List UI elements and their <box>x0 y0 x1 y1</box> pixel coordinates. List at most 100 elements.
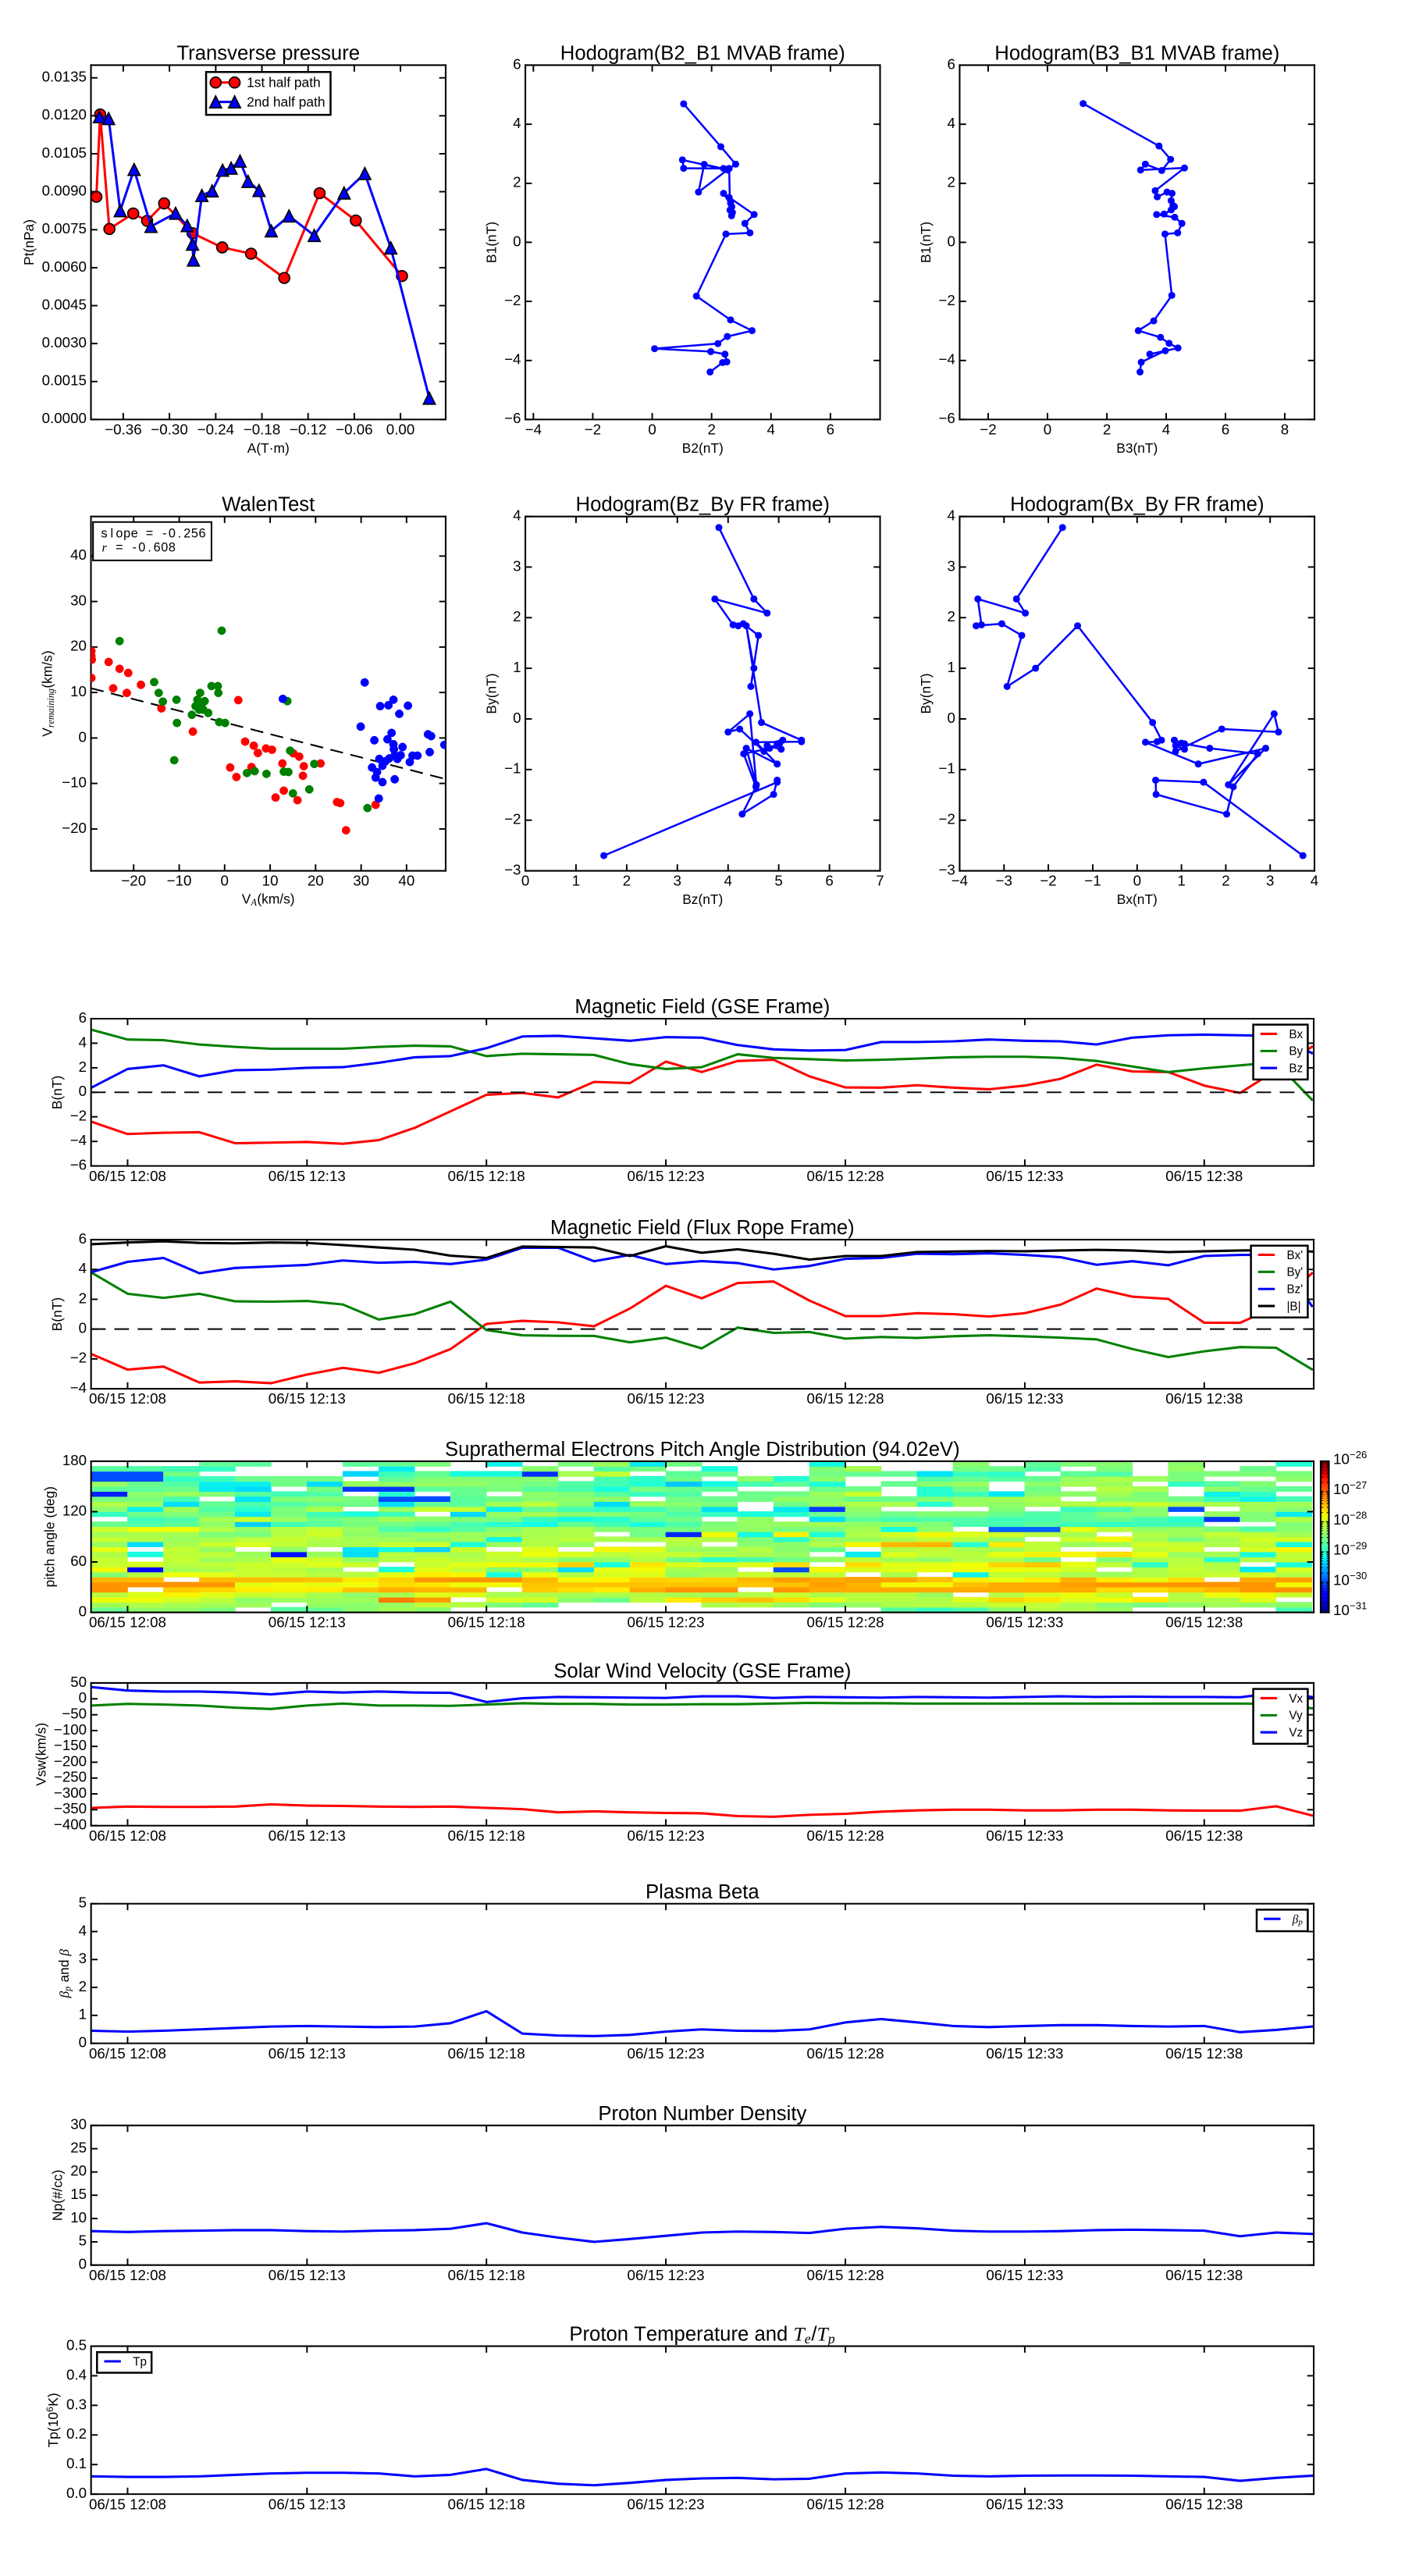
svg-text:0.0030: 0.0030 <box>42 334 87 350</box>
svg-text:06/15 12:28: 06/15 12:28 <box>807 1168 884 1184</box>
svg-text:06/15 12:08: 06/15 12:08 <box>89 2267 166 2283</box>
svg-text:−2: −2 <box>1040 873 1056 889</box>
svg-text:−1: −1 <box>504 760 521 777</box>
svg-text:06/15 12:18: 06/15 12:18 <box>448 2496 525 2512</box>
svg-text:06/15 12:28: 06/15 12:28 <box>807 1827 884 1844</box>
svg-text:10: 10 <box>70 2209 87 2226</box>
svg-text:0.0105: 0.0105 <box>42 144 87 161</box>
svg-text:06/15 12:23: 06/15 12:23 <box>628 1827 705 1844</box>
svg-text:0.0: 0.0 <box>66 2485 87 2501</box>
svg-text:s: s <box>101 526 108 540</box>
svg-text:0: 0 <box>79 1689 87 1706</box>
svg-text:1 0 −: 1 0 − 3 1 <box>1333 1594 1367 1619</box>
svg-text:06/15 12:08: 06/15 12:08 <box>89 2496 166 2512</box>
svg-text:0: 0 <box>79 1320 87 1336</box>
svg-text:6: 6 <box>79 1009 87 1026</box>
svg-text:06/15 12:38: 06/15 12:38 <box>1165 2496 1243 2512</box>
svg-text:06/15 12:38: 06/15 12:38 <box>1165 1614 1243 1631</box>
svg-text:06/15 12:13: 06/15 12:13 <box>269 1168 346 1184</box>
svg-text:−0.06: −0.06 <box>336 422 372 438</box>
svg-text:0: 0 <box>169 526 176 540</box>
svg-text:−250: −250 <box>54 1769 87 1785</box>
svg-text:Bz': Bz' <box>1286 1283 1303 1297</box>
svg-text:2: 2 <box>79 1059 87 1075</box>
svg-text:−0.30: −0.30 <box>151 422 187 438</box>
svg-text:pitch angle (deg): pitch angle (deg) <box>41 1486 57 1587</box>
svg-text:180: 180 <box>62 1452 87 1468</box>
svg-text:0: 0 <box>161 541 168 555</box>
svg-text:5: 5 <box>79 2233 87 2249</box>
svg-text:−200: −200 <box>54 1752 87 1769</box>
svg-text:60: 60 <box>70 1553 87 1569</box>
svg-text:06/15 12:33: 06/15 12:33 <box>986 2267 1063 2283</box>
svg-text:6: 6 <box>79 1230 87 1247</box>
svg-text:0.4: 0.4 <box>66 2366 87 2382</box>
svg-text:10: 10 <box>262 873 279 889</box>
svg-text:0: 0 <box>513 233 521 249</box>
svg-text:06/15 12:13: 06/15 12:13 <box>269 1827 346 1844</box>
svg-text:06/15 12:13: 06/15 12:13 <box>269 1614 346 1631</box>
svg-text:.: . <box>148 541 151 555</box>
svg-text:06/15 12:13: 06/15 12:13 <box>269 1390 346 1407</box>
svg-text:−4: −4 <box>504 351 521 368</box>
svg-text:Transverse pressure: Transverse pressure <box>176 43 360 65</box>
svg-text:2: 2 <box>1222 873 1229 889</box>
svg-text:Bx(nT): Bx(nT) <box>1117 891 1158 907</box>
svg-text:−350: −350 <box>54 1800 87 1816</box>
svg-text:06/15 12:18: 06/15 12:18 <box>448 2267 525 2283</box>
svg-text:T p ( 1: T p ( 1 0 K ) 6 <box>42 2388 62 2447</box>
svg-text:6: 6 <box>947 55 955 72</box>
svg-text:2: 2 <box>79 1290 87 1306</box>
svg-text:2: 2 <box>1103 422 1111 438</box>
svg-text:0.0060: 0.0060 <box>42 258 87 275</box>
svg-text:06/15 12:23: 06/15 12:23 <box>628 2496 705 2512</box>
svg-text:−2: −2 <box>938 292 955 308</box>
svg-text:r: r <box>101 540 107 554</box>
svg-text:Bx: Bx <box>1289 1028 1303 1041</box>
svg-text:4: 4 <box>513 507 521 523</box>
svg-text:1st half path: 1st half path <box>247 75 321 91</box>
svg-text:06/15 12:33: 06/15 12:33 <box>986 1168 1063 1184</box>
svg-text:2: 2 <box>183 526 190 540</box>
svg-text:06/15 12:28: 06/15 12:28 <box>807 1390 884 1407</box>
svg-text:4: 4 <box>947 507 955 523</box>
svg-text:0: 0 <box>79 2256 87 2272</box>
svg-text:0.0045: 0.0045 <box>42 296 87 312</box>
svg-text:Tp: Tp <box>133 2355 147 2368</box>
svg-text:0.2: 0.2 <box>66 2425 87 2442</box>
svg-text:−0.36: −0.36 <box>105 422 141 438</box>
svg-text:1 0 −: 1 0 − 2 9 <box>1333 1533 1367 1558</box>
svg-text:2: 2 <box>947 608 955 624</box>
svg-text:40: 40 <box>398 873 414 889</box>
svg-text:5: 5 <box>191 526 198 540</box>
svg-text:2: 2 <box>623 873 631 889</box>
svg-text:1: 1 <box>947 659 955 675</box>
svg-text:−2: −2 <box>504 292 521 308</box>
svg-text:Vy: Vy <box>1289 1710 1303 1723</box>
svg-text:Hodogram(B2_B1 MVAB frame): Hodogram(B2_B1 MVAB frame) <box>560 43 845 65</box>
svg-text:B1(nT): B1(nT) <box>918 222 934 263</box>
svg-text:06/15 12:23: 06/15 12:23 <box>628 2267 705 2283</box>
svg-text:2: 2 <box>707 422 715 438</box>
svg-text:B2(nT): B2(nT) <box>682 440 724 456</box>
svg-text:1: 1 <box>1177 873 1185 889</box>
svg-text:−2: −2 <box>504 811 521 827</box>
svg-text:120: 120 <box>62 1502 87 1518</box>
svg-text:Vz: Vz <box>1289 1727 1303 1740</box>
svg-text:0.0000: 0.0000 <box>42 410 87 426</box>
svg-text:Hodogram(B3_B1 MVAB frame): Hodogram(B3_B1 MVAB frame) <box>994 43 1279 65</box>
svg-text:Magnetic Field (GSE Frame): Magnetic Field (GSE Frame) <box>574 996 830 1018</box>
svg-text:Pt(nPa): Pt(nPa) <box>21 219 37 265</box>
svg-text:−1: −1 <box>1084 873 1101 889</box>
svg-text:Bz(nT): Bz(nT) <box>682 891 723 907</box>
svg-text:0: 0 <box>79 728 87 745</box>
svg-text:06/15 12:08: 06/15 12:08 <box>89 1390 166 1407</box>
svg-text:−1: −1 <box>938 760 955 777</box>
svg-text:Suprathermal Electrons Pitch A: Suprathermal Electrons Pitch Angle Distr… <box>445 1439 960 1461</box>
svg-text:4: 4 <box>1311 873 1318 889</box>
svg-text:06/15 12:08: 06/15 12:08 <box>89 1168 166 1184</box>
svg-text:3: 3 <box>1266 873 1274 889</box>
svg-text:0: 0 <box>79 2033 87 2050</box>
svg-text:06/15 12:23: 06/15 12:23 <box>628 2045 705 2062</box>
svg-text:4: 4 <box>79 1034 87 1050</box>
